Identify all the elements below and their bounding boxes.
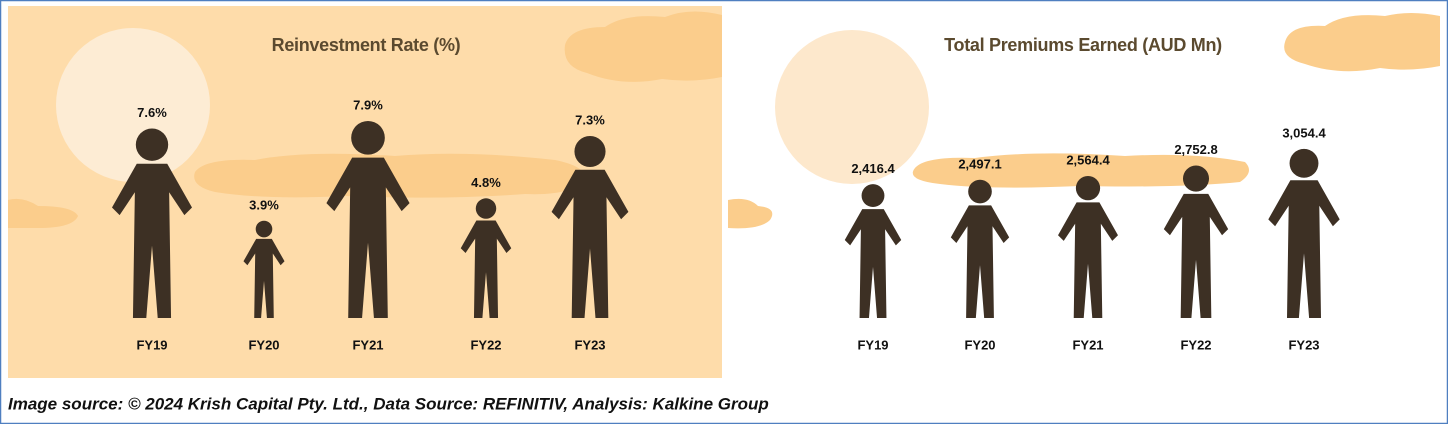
- person-figure: [460, 198, 512, 318]
- category-label: FY22: [1180, 337, 1211, 352]
- value-label: 2,416.4: [851, 161, 895, 176]
- chart-title: Total Premiums Earned (AUD Mn): [944, 35, 1222, 55]
- caption: Image source: © 2024 Krish Capital Pty. …: [8, 394, 769, 413]
- person-figure: [551, 135, 629, 318]
- cloud: [8, 198, 78, 228]
- value-label: 2,564.4: [1066, 153, 1110, 168]
- category-label: FY19: [136, 337, 167, 352]
- cloud: [564, 11, 722, 82]
- category-label: FY21: [1072, 337, 1103, 352]
- value-label: 7.3%: [575, 112, 605, 127]
- person-figure: [1268, 148, 1340, 318]
- value-label: 7.6%: [137, 105, 167, 120]
- sun: [775, 30, 929, 184]
- value-label: 3,054.4: [1282, 125, 1326, 140]
- category-label: FY23: [1288, 337, 1319, 352]
- chart-title: Reinvestment Rate (%): [272, 35, 461, 55]
- cloud: [728, 198, 773, 229]
- sun: [56, 28, 210, 182]
- value-label: 2,497.1: [958, 156, 1001, 171]
- category-label: FY22: [470, 337, 501, 352]
- value-label: 7.9%: [353, 97, 383, 112]
- person-figure: [950, 179, 1010, 318]
- person-figure: [1058, 175, 1118, 318]
- value-label: 2,752.8: [1174, 142, 1217, 157]
- cloud: [912, 153, 1249, 188]
- person-figure: [1163, 165, 1229, 318]
- value-label: 3.9%: [249, 198, 279, 213]
- category-label: FY23: [574, 337, 605, 352]
- cloud: [1284, 13, 1440, 72]
- category-label: FY21: [352, 337, 383, 352]
- person-figure: [326, 120, 410, 319]
- category-label: FY19: [857, 337, 888, 352]
- person-figure: [844, 184, 902, 318]
- person-figure: [243, 220, 285, 318]
- person-figure: [111, 128, 193, 318]
- category-label: FY20: [964, 337, 995, 352]
- category-label: FY20: [248, 337, 279, 352]
- value-label: 4.8%: [471, 175, 501, 190]
